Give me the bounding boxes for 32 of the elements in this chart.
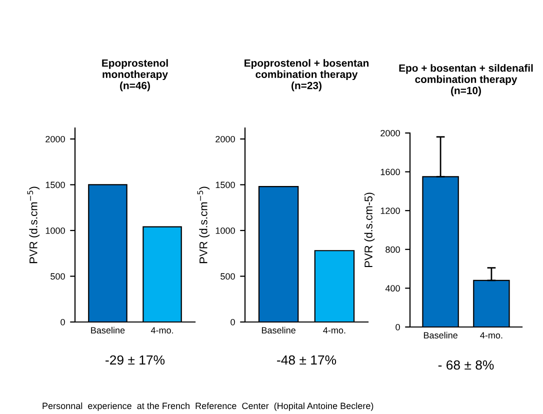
y-tick-label: 400 — [385, 285, 400, 292]
y-axis-title: PVR (d.s.cm-5) — [364, 192, 375, 268]
y-tick-label: 1500 — [216, 182, 235, 188]
text: -29 ± 17% — [106, 355, 165, 365]
y-axis-title: PVR (d.s.cm$^{−5}$) — [197, 186, 210, 264]
x-tick-label: Baseline — [91, 326, 125, 334]
y-tick-label: 500 — [220, 273, 235, 280]
x-tick-label: Baseline — [424, 332, 458, 338]
y-tick-label: 1500 — [46, 182, 65, 188]
y-tick-label: 2000 — [380, 130, 400, 136]
y-tick-label: 2000 — [216, 136, 235, 142]
y-tick-label: 0 — [60, 318, 65, 326]
y-tick-label: 2000 — [46, 136, 65, 142]
text: -48 ± 17% — [277, 355, 336, 365]
y-tick-label: 0 — [230, 318, 235, 326]
y-tick-label: 1000 — [216, 227, 235, 234]
y-tick-label: 0 — [396, 324, 400, 330]
y-tick-label: 500 — [50, 273, 65, 280]
x-tick-label: 4-mo. — [150, 327, 173, 334]
chart-title: Epoprostenol monotherapy (n=46) — [102, 59, 168, 92]
x-tick-label: 4-mo. — [480, 332, 502, 338]
y-tick-label: 1200 — [380, 208, 400, 214]
x-tick-label: 4-mo. — [323, 327, 346, 334]
chart-title: Epoprostenol + bosentan combination therapy (n=23) — [244, 59, 369, 92]
y-tick-label: 1000 — [46, 227, 65, 234]
text: - 68 ± 8% — [438, 360, 494, 370]
text: Personnal experience at the French Reference Center (Hopital Antoine Beclere) — [42, 402, 374, 411]
y-axis-title: PVR (d.s.cm$^{−5}$) — [27, 186, 40, 264]
y-tick-label: 1600 — [380, 168, 400, 176]
y-tick-label: 800 — [386, 246, 400, 253]
x-tick-label: Baseline — [262, 326, 296, 334]
chart-title: Epo + bosentan + sildenafil combination therapy (n=10) — [399, 64, 533, 96]
